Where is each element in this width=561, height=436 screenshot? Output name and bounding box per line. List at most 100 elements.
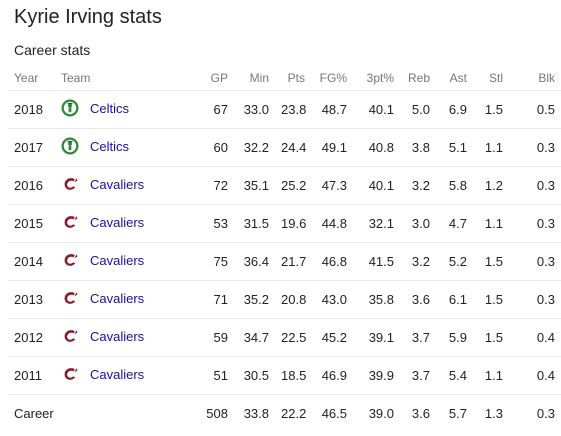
header-gp: GP bbox=[188, 66, 234, 91]
stat-3pt: 32.1 bbox=[353, 204, 400, 243]
stat-blk: 0.3 bbox=[509, 128, 561, 167]
team-cell: Cavaliers bbox=[55, 242, 188, 281]
team-info: Cavaliers bbox=[61, 327, 144, 345]
stat-gp: 71 bbox=[188, 280, 234, 319]
stat-blk: 0.4 bbox=[509, 318, 561, 357]
team-info: Cavaliers bbox=[61, 251, 144, 269]
stat-blk: 0.3 bbox=[509, 280, 561, 319]
team-link[interactable]: Cavaliers bbox=[90, 366, 145, 382]
stat-3pt: 39.1 bbox=[353, 318, 400, 357]
team-link[interactable]: Cavaliers bbox=[90, 176, 145, 192]
table-row: 2015 Cavaliers 53 31.5 19.6 44.8 32.1 3.0 4.7 1.1… bbox=[8, 204, 561, 243]
stat-ast: 6.1 bbox=[436, 280, 473, 319]
team-link[interactable]: Cavaliers bbox=[90, 252, 145, 268]
cavaliers-logo-icon bbox=[61, 175, 79, 193]
stat-blk: 0.3 bbox=[509, 242, 561, 281]
header-stl: Stl bbox=[473, 66, 509, 91]
team-link[interactable]: Cavaliers bbox=[90, 214, 145, 230]
cavaliers-logo-icon bbox=[61, 251, 79, 269]
header-pts: Pts bbox=[275, 66, 311, 91]
header-team: Team bbox=[55, 66, 188, 91]
team-info: Celtics bbox=[61, 99, 129, 117]
team-cell: Cavaliers bbox=[55, 204, 188, 243]
stat-ast: 5.2 bbox=[436, 242, 473, 281]
stat-pts: 22.5 bbox=[275, 318, 311, 357]
stat-pts: 25.2 bbox=[275, 166, 311, 205]
stat-fg: 46.9 bbox=[311, 356, 353, 395]
career-reb: 3.6 bbox=[411, 406, 430, 421]
stat-ast: 5.4 bbox=[436, 356, 473, 395]
stat-reb: 3.7 bbox=[400, 318, 436, 357]
stat-ast: 5.9 bbox=[436, 318, 473, 357]
header-year: Year bbox=[8, 66, 55, 91]
team-link[interactable]: Celtics bbox=[90, 138, 130, 154]
table-header-row: Year Team GP Min Pts FG% 3pt% Reb Ast St… bbox=[8, 66, 561, 91]
stat-pts: 24.4 bbox=[275, 128, 311, 167]
stat-fg: 45.2 bbox=[311, 318, 353, 357]
team-cell: Celtics bbox=[55, 90, 188, 129]
stat-gp: 53 bbox=[188, 204, 234, 243]
stat-min: 36.4 bbox=[234, 242, 275, 281]
stat-min: 35.1 bbox=[234, 166, 275, 205]
stat-gp: 67 bbox=[188, 90, 234, 129]
table-row: 2012 Cavaliers 59 34.7 22.5 45.2 39.1 3.7 5.9 1.5… bbox=[8, 318, 561, 357]
page-title: Kyrie Irving stats bbox=[14, 6, 162, 28]
table-row: 2014 Cavaliers 75 36.4 21.7 46.8 41.5 3.2 5.2 1.5… bbox=[8, 242, 561, 281]
section-title: Career stats bbox=[14, 42, 91, 58]
stat-ast: 5.8 bbox=[436, 166, 473, 205]
stat-pts: 19.6 bbox=[275, 204, 311, 243]
season-year: 2011 bbox=[8, 356, 55, 395]
stat-reb: 3.2 bbox=[400, 166, 436, 205]
stat-3pt: 40.1 bbox=[353, 90, 400, 129]
team-info: Celtics bbox=[61, 137, 129, 155]
stat-3pt: 40.8 bbox=[353, 128, 400, 167]
stat-pts: 21.7 bbox=[275, 242, 311, 281]
stat-min: 30.5 bbox=[234, 356, 275, 395]
stat-fg: 44.8 bbox=[311, 204, 353, 243]
team-cell: Cavaliers bbox=[55, 356, 188, 395]
stat-blk: 0.3 bbox=[509, 204, 561, 243]
career-blk: 0.3 bbox=[536, 406, 555, 421]
stat-fg: 43.0 bbox=[311, 280, 353, 319]
team-link[interactable]: Cavaliers bbox=[90, 290, 145, 306]
team-cell: Celtics bbox=[55, 128, 188, 167]
career-stl: 1.3 bbox=[484, 406, 503, 421]
stat-blk: 0.5 bbox=[509, 90, 561, 129]
stat-min: 35.2 bbox=[234, 280, 275, 319]
stat-reb: 3.2 bbox=[400, 242, 436, 281]
stat-reb: 3.7 bbox=[400, 356, 436, 395]
stat-min: 31.5 bbox=[234, 204, 275, 243]
stat-pts: 18.5 bbox=[275, 356, 311, 395]
stat-ast: 6.9 bbox=[436, 90, 473, 129]
stat-stl: 1.5 bbox=[473, 318, 509, 357]
cavaliers-logo-icon bbox=[61, 365, 79, 383]
stat-reb: 3.0 bbox=[400, 204, 436, 243]
stat-fg: 47.3 bbox=[311, 166, 353, 205]
stat-stl: 1.5 bbox=[473, 242, 509, 281]
table-row: 2017 Celtics 60 32.2 24.4 49.1 40.8 3.8 5.1 1.1 0.… bbox=[8, 128, 561, 167]
team-link[interactable]: Cavaliers bbox=[90, 328, 145, 344]
team-info: Cavaliers bbox=[61, 175, 144, 193]
team-cell: Cavaliers bbox=[55, 166, 188, 205]
stat-3pt: 40.1 bbox=[353, 166, 400, 205]
career-ast: 5.7 bbox=[448, 406, 467, 421]
team-link[interactable]: Celtics bbox=[90, 100, 130, 116]
season-year: 2014 bbox=[8, 242, 55, 281]
career-min: 33.8 bbox=[243, 406, 269, 421]
stat-ast: 5.1 bbox=[436, 128, 473, 167]
header-blk: Blk bbox=[509, 66, 561, 91]
career-fg: 46.5 bbox=[321, 406, 347, 421]
stat-fg: 48.7 bbox=[311, 90, 353, 129]
table-row: 2013 Cavaliers 71 35.2 20.8 43.0 35.8 3.6 6.1 1.5… bbox=[8, 280, 561, 319]
stat-blk: 0.3 bbox=[509, 166, 561, 205]
stat-gp: 72 bbox=[188, 166, 234, 205]
header-reb: Reb bbox=[400, 66, 436, 91]
cavaliers-logo-icon bbox=[61, 327, 79, 345]
stat-stl: 1.1 bbox=[473, 356, 509, 395]
table-row: 2011 Cavaliers 51 30.5 18.5 46.9 39.9 3.7 5.4 1.1… bbox=[8, 356, 561, 395]
career-label: Career bbox=[14, 406, 54, 421]
table-row: 2018 Celtics 67 33.0 23.8 48.7 40.1 5.0 6.9 1.5 0.… bbox=[8, 90, 561, 129]
career-gp: 508 bbox=[206, 406, 228, 421]
stat-pts: 23.8 bbox=[275, 90, 311, 129]
